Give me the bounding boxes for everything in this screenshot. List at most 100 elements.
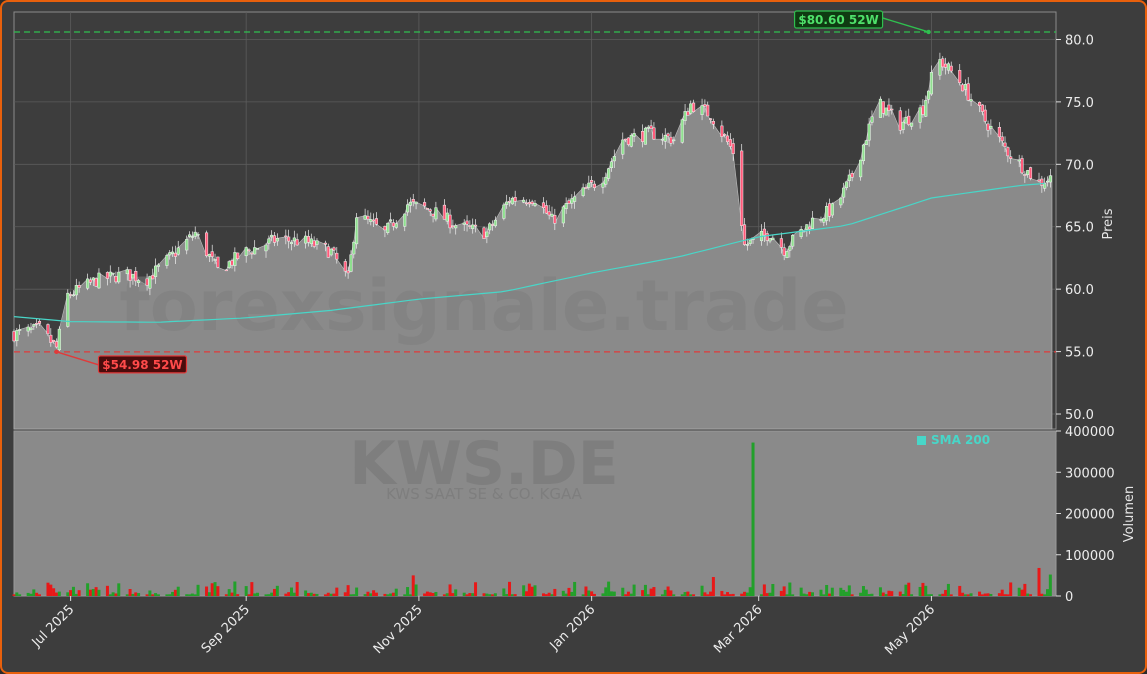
candle-body <box>488 223 492 231</box>
candle-body <box>131 273 135 279</box>
candle-body <box>700 105 704 116</box>
candle-body <box>720 125 724 137</box>
candle-body <box>910 122 914 127</box>
candle-body <box>471 224 475 229</box>
volume-bar <box>491 594 495 596</box>
volume-bar <box>482 593 486 596</box>
candle-body <box>253 247 257 255</box>
candle-body <box>91 277 95 281</box>
volume-bar <box>369 593 373 596</box>
price-tick-label: 60.0 <box>1065 283 1094 298</box>
candle-body <box>890 108 894 111</box>
volume-bar <box>485 593 489 596</box>
candle-body <box>827 203 832 217</box>
candle-body <box>649 125 653 129</box>
volume-bar <box>205 586 209 596</box>
volume-bar <box>171 591 175 596</box>
candle-body <box>224 269 228 272</box>
candle-body <box>513 197 517 202</box>
candle-body <box>383 226 387 231</box>
volume-bar <box>649 588 653 596</box>
low-52w-label: $54.98 52W <box>102 358 182 372</box>
candle-body <box>624 138 628 141</box>
volume-bar <box>929 594 933 596</box>
candle-body <box>669 136 673 144</box>
candle-body <box>216 256 220 268</box>
candle-body <box>870 116 874 123</box>
candle-body <box>864 140 868 146</box>
candle-body <box>312 240 316 247</box>
candle-body <box>963 84 967 90</box>
candle-body <box>989 125 993 129</box>
candle-body <box>1006 147 1010 157</box>
volume-bar <box>326 592 330 596</box>
candle-body <box>236 252 240 259</box>
volume-bar <box>944 589 948 596</box>
volume-bar <box>1029 594 1033 596</box>
volume-bar <box>114 593 118 596</box>
candle-body <box>54 341 59 348</box>
volume-bar <box>743 591 747 596</box>
volume-bar <box>513 594 517 596</box>
volume-bar <box>864 589 868 596</box>
volume-bar <box>799 587 803 596</box>
candle-body <box>530 201 534 204</box>
candle-body <box>26 326 30 332</box>
candle-body <box>564 203 568 210</box>
candle-body <box>94 278 98 287</box>
candle-body <box>961 84 965 92</box>
volume-bar <box>386 594 390 596</box>
volume-bar <box>1023 583 1027 596</box>
candle-body <box>137 280 141 283</box>
candle-body <box>946 63 950 71</box>
volume-bar <box>207 592 211 596</box>
volume-bar <box>295 582 299 596</box>
price-tick-label: 70.0 <box>1065 158 1094 173</box>
volume-bar <box>188 594 192 596</box>
volume-bar <box>983 593 987 596</box>
candle-body <box>567 200 571 204</box>
volume-bar <box>510 594 514 596</box>
volume-bar <box>403 594 407 596</box>
candle-body <box>490 224 495 226</box>
volume-bar <box>643 584 647 596</box>
volume-bar <box>680 594 684 596</box>
volume-bar <box>275 585 279 596</box>
candle-body <box>473 224 478 227</box>
candle-body <box>507 201 512 203</box>
volume-bar <box>564 593 568 596</box>
candle-body <box>425 208 429 210</box>
candle-body <box>335 252 339 260</box>
low-52w-arrow <box>56 351 99 366</box>
candle-body <box>366 215 370 220</box>
volume-bar <box>550 594 554 596</box>
candle-body <box>1045 180 1050 183</box>
volume-bar <box>621 587 625 596</box>
volume-bar <box>927 594 931 596</box>
volume-bar <box>233 581 237 596</box>
candle-body <box>369 219 373 222</box>
candle-body <box>185 239 189 251</box>
candle-body <box>765 233 769 241</box>
volume-bar <box>468 593 472 596</box>
candle-body <box>406 204 410 213</box>
volume-bar <box>978 591 982 596</box>
candle-body <box>884 107 888 116</box>
candle-body <box>190 236 194 238</box>
low-52w-point <box>54 349 59 355</box>
candle-body <box>111 272 115 275</box>
volume-bar <box>488 594 492 596</box>
volume-bar <box>533 585 537 596</box>
candle-body <box>287 236 291 242</box>
candle-body <box>944 63 948 68</box>
volume-bar <box>508 581 512 596</box>
volume-bar <box>867 594 871 596</box>
candle-body <box>168 252 172 256</box>
volume-axis: 0 100000 200000 300000 400000 <box>1056 425 1115 605</box>
volume-bar <box>779 590 783 596</box>
candle-body <box>176 247 180 255</box>
volume-bar <box>423 593 427 596</box>
candle-body <box>445 212 449 222</box>
candle-body <box>408 201 412 206</box>
